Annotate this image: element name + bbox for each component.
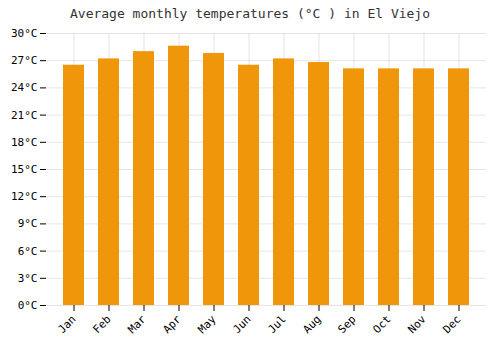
svg-text:18°C: 18°C	[11, 136, 38, 149]
svg-text:24°C: 24°C	[11, 81, 38, 94]
svg-text:Mar: Mar	[125, 312, 149, 336]
svg-text:12°C: 12°C	[11, 190, 38, 203]
svg-text:Sep: Sep	[335, 313, 358, 336]
svg-text:Jan: Jan	[55, 313, 78, 336]
svg-text:May: May	[195, 312, 219, 336]
svg-text:30°C: 30°C	[11, 27, 38, 40]
svg-text:15°C: 15°C	[11, 163, 38, 176]
svg-text:Nov: Nov	[405, 312, 429, 336]
svg-text:6°C: 6°C	[18, 245, 38, 258]
svg-text:3°C: 3°C	[18, 272, 38, 285]
svg-text:Dec: Dec	[440, 313, 463, 336]
html-text:Average monthly temperatures (: Average monthly temperatures (°C ) in El…	[70, 6, 430, 21]
svg-text:21°C: 21°C	[11, 109, 38, 122]
svg-text:27°C: 27°C	[11, 54, 38, 67]
svg-text:Jul: Jul	[265, 313, 288, 336]
svg-text:0°C: 0°C	[18, 299, 38, 312]
svg-text:Aug: Aug	[300, 313, 323, 336]
svg-text:9°C: 9°C	[18, 217, 38, 230]
svg-text:Apr: Apr	[160, 312, 184, 336]
svg-text:Feb: Feb	[90, 313, 113, 336]
svg-text:Oct: Oct	[370, 313, 393, 336]
svg-text:Jun: Jun	[230, 313, 253, 336]
